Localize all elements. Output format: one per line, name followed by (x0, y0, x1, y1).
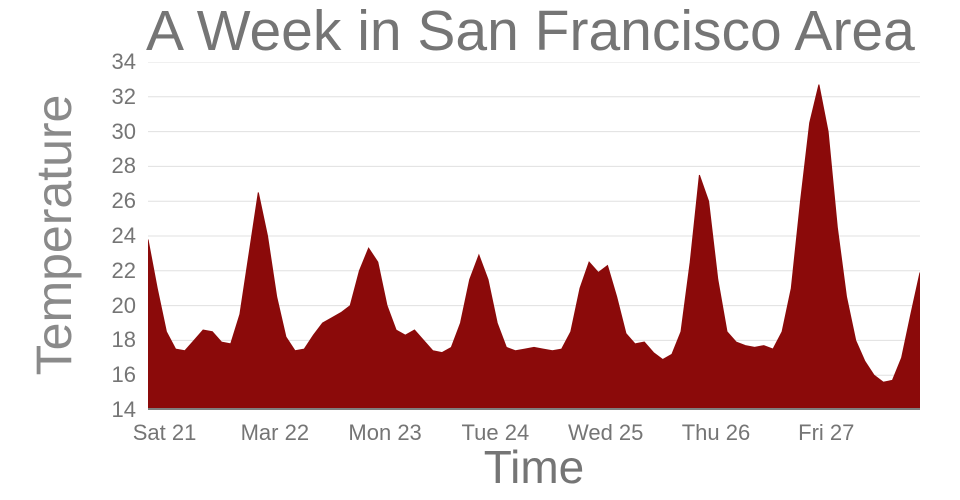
x-tick-label: Mon 23 (348, 420, 422, 445)
y-tick-label: 32 (111, 83, 136, 109)
x-tick-label: Fri 27 (798, 420, 855, 445)
y-tick-label: 18 (111, 327, 136, 353)
y-tick-label: 24 (111, 223, 136, 248)
y-tick-label: 34 (111, 49, 136, 74)
x-tick-label: Mar 22 (240, 420, 310, 445)
plot-area-svg (148, 62, 920, 410)
x-tick-label: Tue 24 (461, 420, 530, 445)
y-tick-label: 22 (111, 257, 136, 283)
x-tick-label: Thu 26 (681, 420, 751, 445)
y-tick-label: 14 (111, 397, 136, 422)
y-tick-label: 28 (111, 153, 136, 179)
x-axis-label: Time (483, 441, 585, 493)
x-tick-label: Wed 25 (567, 420, 644, 445)
x-tick-label: Sat 21 (132, 420, 197, 445)
y-tick-label: 20 (111, 292, 136, 318)
y-tick-label: 16 (111, 362, 136, 388)
y-tick-label: 26 (111, 188, 136, 214)
chart-title: A Week in San Francisco Area (146, 0, 915, 63)
temperature-area-series (148, 84, 920, 410)
y-tick-label: 30 (111, 118, 136, 144)
